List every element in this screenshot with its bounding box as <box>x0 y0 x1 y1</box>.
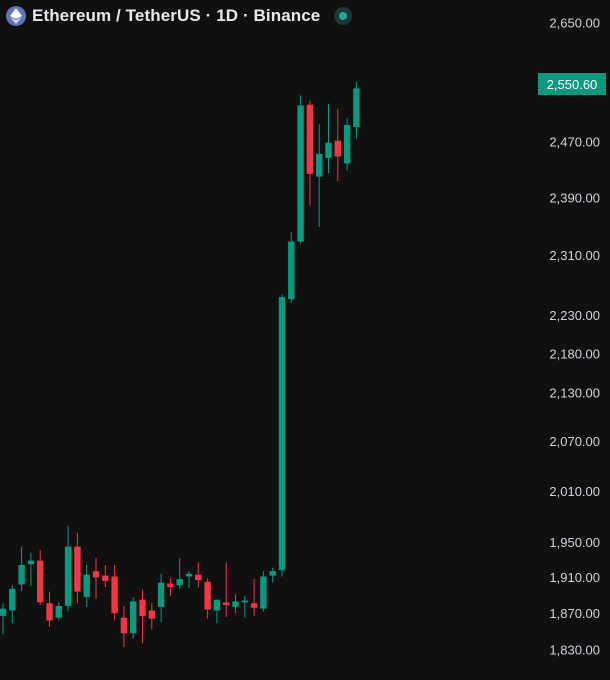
candle-body <box>9 588 16 611</box>
candle[interactable] <box>157 573 165 623</box>
candle[interactable] <box>223 562 230 617</box>
candle[interactable] <box>250 579 258 616</box>
candle[interactable] <box>195 562 202 589</box>
candle[interactable] <box>167 578 174 597</box>
candle-body <box>0 608 7 616</box>
candle[interactable] <box>269 567 276 583</box>
candle[interactable] <box>334 108 341 181</box>
y-tick-label: 2,130.00 <box>549 386 600 401</box>
market-open-dot-icon[interactable] <box>334 7 353 25</box>
candle[interactable] <box>111 564 118 621</box>
y-tick-label: 1,950.00 <box>549 535 600 550</box>
candle[interactable] <box>120 605 128 648</box>
candle[interactable] <box>27 552 35 587</box>
chart-header: Ethereum / TetherUS · 1D · Binance <box>6 5 353 27</box>
candle[interactable] <box>46 591 53 627</box>
y-tick-label: 1,870.00 <box>549 606 600 621</box>
y-tick-label: 2,230.00 <box>549 308 600 323</box>
candle[interactable] <box>176 557 183 589</box>
y-tick-label: 2,470.00 <box>549 135 600 150</box>
candle-body <box>46 603 53 621</box>
candle[interactable] <box>139 589 146 644</box>
candle[interactable] <box>9 585 16 624</box>
candle-body <box>55 605 62 618</box>
candle-body <box>148 610 155 619</box>
y-tick-label: 1,910.00 <box>549 570 600 585</box>
candle-body <box>37 560 44 603</box>
candle[interactable] <box>64 525 72 612</box>
candle[interactable] <box>316 124 323 228</box>
y-tick-label: 2,010.00 <box>549 484 600 499</box>
candle[interactable] <box>353 82 360 139</box>
candle-body <box>204 581 211 610</box>
candle[interactable] <box>343 118 351 171</box>
candle-body <box>223 602 230 606</box>
candle-body <box>241 600 248 603</box>
candle-body <box>288 241 295 300</box>
y-tick-label: 2,180.00 <box>549 346 600 361</box>
candle-body <box>27 560 35 565</box>
candle[interactable] <box>185 571 193 589</box>
candle[interactable] <box>213 599 221 624</box>
candle-body <box>278 296 286 571</box>
candle-body <box>260 576 267 609</box>
candle-body <box>250 603 258 608</box>
candle[interactable] <box>148 603 155 630</box>
candle[interactable] <box>306 100 314 206</box>
candle-body <box>111 576 118 614</box>
y-tick-label: 2,310.00 <box>549 248 600 263</box>
current-price-label: 2,550.60 <box>538 73 606 95</box>
candle-body <box>157 582 165 607</box>
candle-body <box>102 575 109 581</box>
candle[interactable] <box>18 546 25 591</box>
candle[interactable] <box>204 578 211 619</box>
candle-body <box>306 104 314 174</box>
y-tick-label: 2,650.00 <box>549 16 600 31</box>
candle-body <box>325 142 332 158</box>
candle-body <box>167 583 174 588</box>
candle[interactable] <box>260 571 267 612</box>
candle-body <box>74 546 81 592</box>
candle-body <box>232 601 239 607</box>
candle-body <box>213 599 221 611</box>
candle-body <box>195 574 202 581</box>
candle-body <box>353 88 360 128</box>
symbol-title[interactable]: Ethereum / TetherUS · 1D · Binance <box>32 6 321 25</box>
candle[interactable] <box>37 550 44 606</box>
candle-body <box>185 573 193 577</box>
candle-body <box>343 124 351 164</box>
candle-body <box>334 140 341 157</box>
candle[interactable] <box>325 104 332 174</box>
candle[interactable] <box>0 603 7 635</box>
candle[interactable] <box>92 557 100 599</box>
candle-body <box>269 571 276 576</box>
candle[interactable] <box>241 596 248 618</box>
candle[interactable] <box>130 596 137 639</box>
candle[interactable] <box>232 594 239 614</box>
candle-body <box>92 571 100 578</box>
ethereum-icon <box>6 6 26 26</box>
candle-body <box>83 574 90 597</box>
candle[interactable] <box>102 564 109 588</box>
y-tick-label: 2,070.00 <box>549 434 600 449</box>
candle[interactable] <box>288 232 295 303</box>
candle-body <box>120 617 128 634</box>
candle-body <box>297 105 304 242</box>
candle[interactable] <box>83 564 90 607</box>
candle-body <box>316 153 323 177</box>
candle[interactable] <box>55 602 62 621</box>
candle-body <box>18 564 25 585</box>
candle-body <box>130 601 137 634</box>
candle-body <box>64 546 72 606</box>
candle[interactable] <box>278 294 286 577</box>
candle-body <box>139 599 146 616</box>
candle[interactable] <box>74 532 81 604</box>
candle[interactable] <box>297 95 304 245</box>
y-tick-label: 1,830.00 <box>549 643 600 658</box>
y-tick-label: 2,390.00 <box>549 190 600 205</box>
candle-body <box>176 579 183 586</box>
